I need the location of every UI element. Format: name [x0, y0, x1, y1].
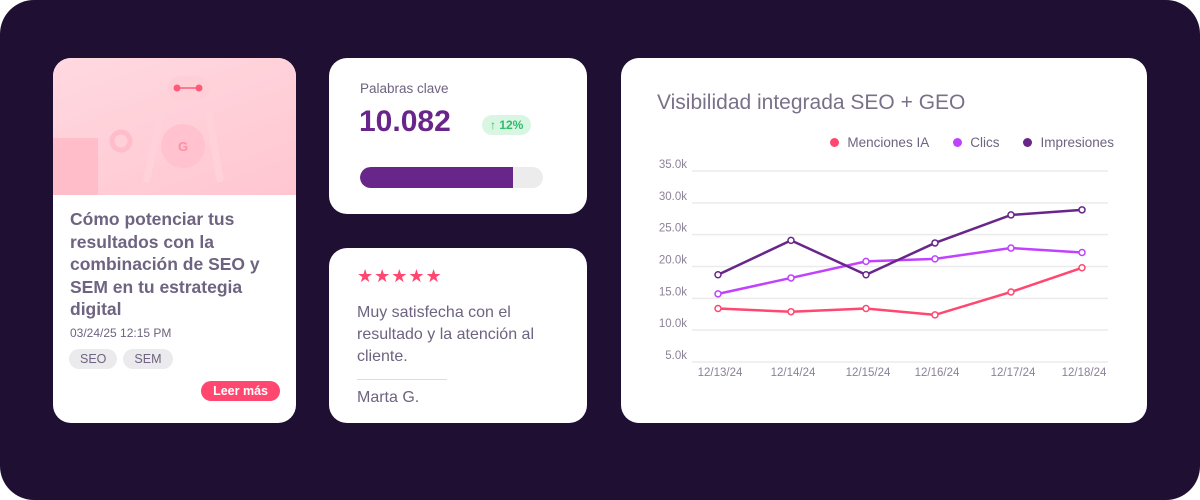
data-point [787, 236, 795, 245]
robot-icon: G [53, 76, 224, 195]
svg-text:G: G [178, 139, 188, 154]
keywords-card: Palabras clave 10.082 ↑ 12% [329, 58, 587, 214]
keywords-label: Palabras clave [360, 81, 449, 96]
x-tick-label: 12/13/24 [698, 367, 743, 379]
x-tick-label: 12/18/24 [1062, 367, 1107, 379]
legend-dot-icon [1023, 138, 1033, 147]
robot-illustration: G [53, 58, 296, 195]
data-point [1078, 206, 1086, 214]
chart-card: Visibilidad integrada SEO + GEO Mencione… [621, 58, 1147, 423]
data-point [714, 304, 722, 313]
data-point [862, 271, 870, 279]
data-point [1078, 248, 1086, 257]
tag-seo[interactable]: SEO [69, 349, 118, 369]
y-tick-label: 20.0k [659, 255, 687, 267]
divider [357, 379, 447, 380]
y-tick-label: 10.0k [659, 318, 687, 330]
data-point [787, 274, 795, 282]
legend-item[interactable]: Menciones IA [830, 135, 929, 150]
tag-sem[interactable]: SEM [123, 349, 173, 369]
y-tick-label: 25.0k [659, 223, 687, 235]
data-point [862, 257, 870, 266]
chart-legend: Menciones IA Clics Impresiones [830, 135, 1114, 150]
review-text: Muy satisfecha con el resultado y la ate… [357, 304, 534, 365]
data-point [787, 307, 795, 316]
chart-title: Visibilidad integrada SEO + GEO [657, 91, 966, 114]
x-tick-label: 12/17/24 [991, 367, 1036, 379]
review-author: Marta G. [357, 389, 420, 406]
review-card: ★★★★★ Muy satisfecha con el resultado y … [329, 248, 587, 423]
series-line [717, 266, 1083, 317]
read-more-button[interactable]: Leer más [201, 381, 280, 401]
y-tick-label: 5.0k [665, 350, 687, 362]
y-tick-label: 35.0k [659, 159, 687, 171]
y-tick-label: 15.0k [659, 286, 687, 298]
x-tick-label: 12/14/24 [771, 367, 816, 379]
y-tick-label: 30.0k [659, 191, 687, 203]
series-line [717, 208, 1083, 277]
keywords-progress-bar [360, 167, 543, 188]
legend-label: Impresiones [1040, 135, 1114, 150]
legend-label: Menciones IA [847, 135, 930, 150]
star-rating-icon: ★★★★★ [357, 266, 443, 286]
data-point [714, 271, 722, 279]
data-point [862, 304, 870, 313]
data-point [931, 311, 939, 319]
data-point [1007, 288, 1015, 296]
progress-fill [360, 167, 513, 188]
change-badge: ↑ 12% [482, 115, 532, 135]
data-point [1007, 211, 1015, 219]
legend-item[interactable]: Impresiones [1023, 135, 1114, 150]
legend-item[interactable]: Clics [953, 135, 999, 150]
article-title[interactable]: Cómo potenciar tus resultados con la com… [70, 209, 260, 319]
legend-dot-icon [953, 138, 963, 147]
data-point [1007, 244, 1015, 252]
data-point [1078, 264, 1086, 272]
data-point [714, 290, 722, 298]
line-chart: 5.0k 10.0k 15.0k 20.0k 25.0k 30.0k 35.0k 12/13/… [659, 159, 1108, 379]
data-point [931, 255, 939, 263]
keywords-value: 10.082 [359, 105, 451, 138]
article-date: 03/24/25 12:15 PM [70, 326, 172, 340]
legend-label: Clics [970, 135, 1000, 150]
x-tick-label: 12/16/24 [915, 367, 960, 379]
blog-card[interactable]: G Cómo potenciar tus resultados con la c… [53, 58, 296, 423]
data-point [931, 239, 939, 247]
legend-dot-icon [830, 138, 840, 147]
x-tick-label: 12/15/24 [846, 367, 891, 379]
